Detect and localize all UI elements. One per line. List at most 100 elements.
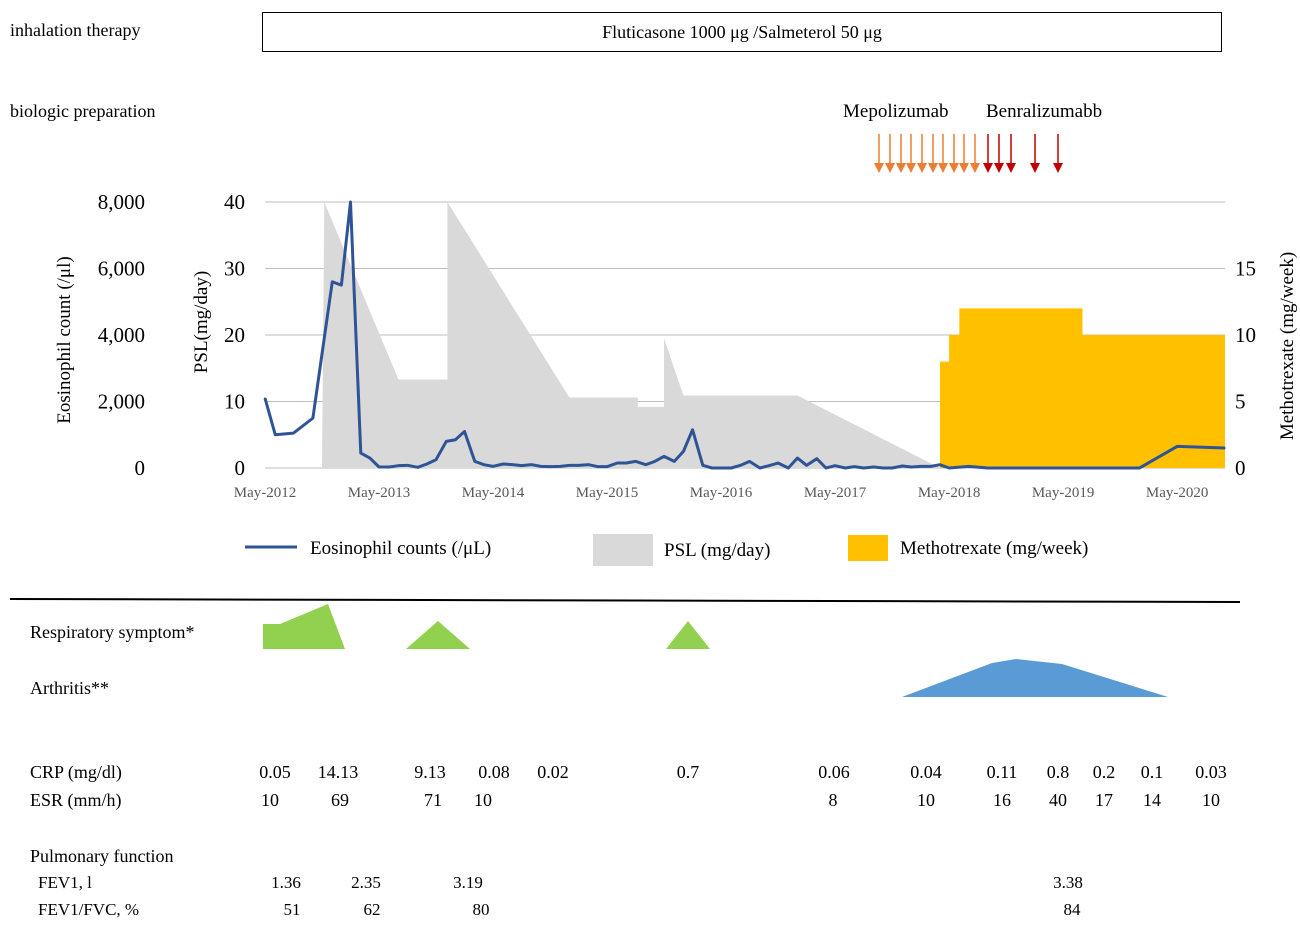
methotrexate-axis-tick: 15 xyxy=(1235,257,1256,281)
eosinophil-point xyxy=(825,467,827,469)
fev1-fvc-value: 80 xyxy=(472,900,490,919)
eosinophil-point xyxy=(616,462,619,464)
eosinophil-point xyxy=(445,440,448,443)
benralizumab-arrowhead xyxy=(1053,163,1063,173)
biologic-arrows xyxy=(874,134,1063,173)
benralizumab-arrowhead xyxy=(994,163,1004,173)
x-axis-tick: May-2017 xyxy=(804,485,867,501)
eosinophil-point xyxy=(559,465,562,468)
eosinophil-axis-tick: 2,000 xyxy=(98,390,145,414)
fev1-value: 1.36 xyxy=(271,873,301,892)
eosinophil-point xyxy=(369,457,371,459)
eosinophil-point xyxy=(1224,447,1226,449)
eosinophil-line xyxy=(263,200,1226,470)
eosinophil-point xyxy=(577,464,580,467)
psl-axis-tick: 40 xyxy=(224,190,245,214)
benralizumab-arrowhead xyxy=(1006,163,1016,173)
eosinophil-point xyxy=(511,463,514,466)
eosinophil-point xyxy=(1024,467,1027,469)
eosinophil-point xyxy=(378,466,380,468)
crp-value: 0.03 xyxy=(1195,762,1227,782)
fev1-fvc-value: 84 xyxy=(1063,900,1081,919)
eosinophil-point xyxy=(702,464,704,467)
crp-value: 0.04 xyxy=(910,762,942,782)
esr-value: 10 xyxy=(474,790,492,810)
legend-psl-swatch xyxy=(593,534,653,566)
respiratory-episode-1 xyxy=(263,604,345,649)
methotrexate-axis-tick: 0 xyxy=(1235,456,1246,480)
mepolizumab-arrowhead xyxy=(885,163,895,173)
eosinophil-point xyxy=(919,465,922,468)
fev1-fvc-value: 51 xyxy=(283,900,301,919)
eosinophil-point xyxy=(426,463,428,465)
eosinophil-point xyxy=(682,450,685,453)
eosinophil-point xyxy=(930,465,932,468)
eosinophil-point xyxy=(711,467,713,469)
eosinophil-point xyxy=(492,465,494,468)
fev1-value: 3.19 xyxy=(453,873,483,892)
eosinophil-line-layer xyxy=(263,200,1226,470)
eosinophil-point xyxy=(274,433,277,436)
eosinophil-point xyxy=(1176,445,1178,448)
crp-value: 0.2 xyxy=(1092,762,1116,782)
chart-legend: Eosinophil counts (/μL) PSL (mg/day) Metho… xyxy=(245,534,1088,566)
biologic-preparation-label: biologic preparation xyxy=(10,101,156,121)
mepolizumab-arrowhead xyxy=(970,163,980,173)
psl-area-layer xyxy=(322,202,940,468)
eosinophil-point xyxy=(520,464,523,467)
eosinophil-point xyxy=(331,281,334,283)
eosinophil-point xyxy=(454,438,457,441)
mepolizumab-arrowhead xyxy=(928,163,938,173)
crp-label: CRP (mg/dl) xyxy=(30,762,122,782)
crp-value: 0.08 xyxy=(478,762,510,782)
eosinophil-point xyxy=(463,430,466,433)
eosinophil-point xyxy=(1081,467,1084,469)
inhalation-therapy-label: inhalation therapy xyxy=(10,20,141,40)
eosinophil-point xyxy=(349,201,352,203)
eosinophil-point xyxy=(502,463,505,465)
eosinophil-point xyxy=(796,457,799,459)
crp-value: 0.1 xyxy=(1140,762,1164,782)
fev1-fvc-label: FEV1/FVC, % xyxy=(38,900,140,919)
methotrexate-axis-tick: 10 xyxy=(1235,323,1256,347)
eosinophil-point xyxy=(625,462,628,464)
eosinophil-point xyxy=(1138,467,1141,469)
eosinophil-point xyxy=(939,463,941,466)
pulmonary-function-title: Pulmonary function xyxy=(30,846,174,866)
legend-methotrexate-swatch xyxy=(848,535,888,561)
psl-axis-tick: 20 xyxy=(224,323,245,347)
esr-value: 16 xyxy=(993,790,1011,810)
benralizumab-arrowhead xyxy=(1030,163,1040,173)
eosinophil-point xyxy=(388,466,391,468)
eosinophil-point xyxy=(768,464,770,467)
fev1-label: FEV1, l xyxy=(38,873,92,892)
eosinophil-point xyxy=(816,457,818,460)
esr-value: 10 xyxy=(917,790,935,810)
psl-axis-tick: 0 xyxy=(235,456,246,480)
esr-value: 10 xyxy=(1202,790,1220,810)
methotrexate-axis-tick: 5 xyxy=(1235,390,1246,414)
mepolizumab-arrowhead xyxy=(906,163,916,173)
eosinophil-point xyxy=(530,463,533,466)
eosinophil-point xyxy=(787,467,790,469)
eosinophil-point xyxy=(730,467,733,469)
eosinophil-point xyxy=(720,467,722,469)
eosinophil-point xyxy=(654,460,656,463)
eosinophil-point xyxy=(645,463,647,466)
eosinophil-point xyxy=(1044,467,1046,469)
crp-value: 9.13 xyxy=(414,762,446,782)
eosinophil-point xyxy=(1005,467,1007,469)
eosinophil-point xyxy=(340,284,343,286)
eosinophil-point xyxy=(862,467,865,469)
eosinophil-point xyxy=(777,462,779,464)
eosinophil-point xyxy=(673,460,676,463)
eosinophil-point xyxy=(473,460,476,463)
esr-value: 71 xyxy=(424,790,442,810)
fev1-value: 2.35 xyxy=(351,873,381,892)
fev1-fvc-value: 62 xyxy=(363,900,381,919)
psl-area xyxy=(322,202,940,468)
crp-value: 0.8 xyxy=(1046,762,1070,782)
section-divider xyxy=(9,598,1241,603)
esr-value: 69 xyxy=(331,790,349,810)
crp-value: 0.02 xyxy=(537,762,569,782)
